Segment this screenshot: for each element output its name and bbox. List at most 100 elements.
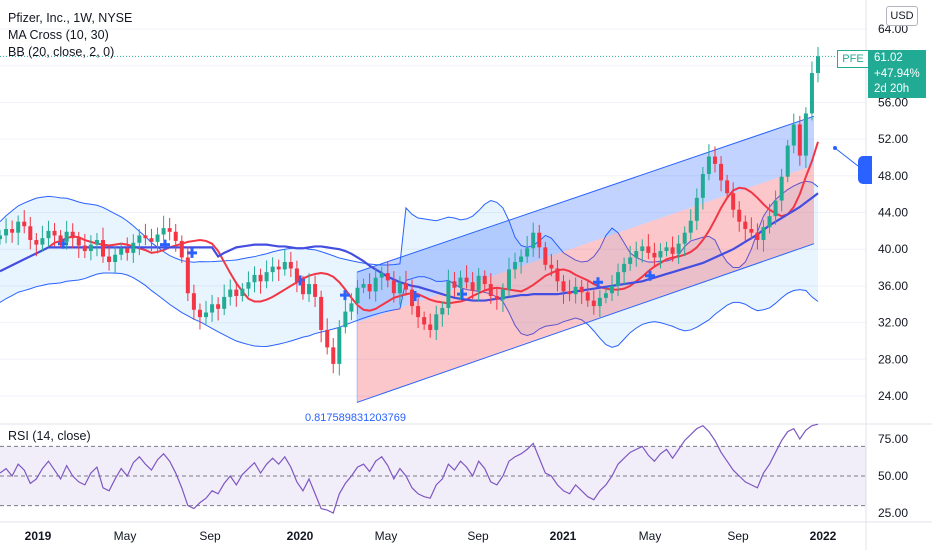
- candle-body: [591, 300, 596, 307]
- time-tick-label: Sep: [727, 529, 749, 543]
- scale-drag-handle[interactable]: [858, 156, 872, 184]
- candle-body: [10, 229, 15, 233]
- candle-body: [403, 283, 408, 290]
- candle-body: [597, 297, 602, 307]
- candle-body: [307, 284, 312, 295]
- candle-body: [191, 293, 196, 310]
- candle-body: [688, 220, 693, 233]
- ma-slow-line: [0, 192, 819, 302]
- candle-body: [397, 283, 402, 294]
- candle-body: [34, 240, 39, 245]
- candle-body: [179, 240, 184, 258]
- candle-body: [422, 317, 427, 325]
- time-tick-label: Sep: [467, 529, 489, 543]
- candle-body: [161, 228, 166, 235]
- bar-countdown: 2d 20h: [874, 83, 910, 95]
- candle-body: [561, 281, 566, 292]
- ma-cross-marker: [160, 239, 170, 250]
- candle-body: [70, 231, 75, 239]
- ma-cross-marker: [457, 289, 467, 300]
- candle-body: [173, 231, 178, 241]
- candle-body: [355, 287, 360, 304]
- bb-upper-line: [0, 180, 819, 269]
- candle-body: [506, 269, 511, 290]
- candle-body: [143, 235, 148, 239]
- candle-body: [628, 257, 633, 264]
- last-price-box: 61.02 +47.94% 2d 20h: [868, 50, 926, 98]
- candle-body: [410, 289, 415, 307]
- ma-cross-marker: [645, 270, 655, 281]
- candle-body: [149, 238, 154, 242]
- candle-body: [658, 251, 663, 258]
- candle-body: [434, 314, 439, 330]
- legend-title: Pfizer, Inc., 1W, NYSE: [8, 11, 133, 25]
- candle-body: [379, 273, 384, 278]
- candle-body: [785, 145, 790, 177]
- time-tick-label: May: [114, 529, 137, 543]
- candle-body: [288, 262, 293, 269]
- currency-button[interactable]: USD: [886, 6, 918, 26]
- candle-body: [791, 124, 796, 146]
- candle-body: [167, 228, 172, 232]
- time-tick-label: Sep: [199, 529, 221, 543]
- candle-body: [731, 193, 736, 210]
- candle-body: [470, 282, 475, 291]
- candle-body: [373, 277, 378, 292]
- candle-body: [313, 284, 318, 297]
- candle-body: [228, 289, 233, 297]
- candle-body: [319, 296, 324, 330]
- ma-cross-marker: [340, 290, 350, 301]
- candle-body: [76, 238, 81, 246]
- candle-body: [719, 163, 724, 181]
- candle-body: [252, 274, 257, 283]
- candle-body: [367, 284, 372, 292]
- candle-body: [797, 124, 802, 156]
- time-tick-label: 2022: [810, 529, 837, 543]
- candle-body: [282, 262, 287, 270]
- candle-body: [567, 291, 572, 295]
- bollinger-bands: [0, 180, 819, 348]
- candle-body: [337, 327, 342, 364]
- ma-cross-marker: [187, 247, 197, 258]
- legend-ma-cross: MA Cross (10, 30): [8, 28, 109, 42]
- candle-body: [779, 176, 784, 201]
- candle-body: [331, 347, 336, 364]
- candle-body: [416, 306, 421, 318]
- candle-body: [155, 234, 160, 242]
- candle-body: [28, 226, 33, 241]
- candle-body: [773, 200, 778, 217]
- candle-body: [204, 312, 209, 318]
- parallel-channel: 0.817589831203769: [305, 115, 815, 424]
- candle-body: [676, 243, 681, 254]
- channel-upper-line: [356, 115, 815, 273]
- candle-body: [58, 235, 63, 242]
- candle-body: [428, 324, 433, 330]
- candle-body: [670, 247, 675, 254]
- candle-body: [119, 248, 124, 255]
- candle-body: [385, 273, 390, 281]
- candle-body: [258, 274, 263, 282]
- candle-body: [137, 235, 142, 243]
- candle-body: [22, 221, 27, 227]
- time-tick-label: 2019: [25, 529, 52, 543]
- fib-label: 0.817589831203769: [305, 412, 406, 424]
- candle-body: [519, 256, 524, 263]
- price-change: +47.94%: [874, 67, 920, 80]
- candle-body: [246, 282, 251, 289]
- candle-body: [579, 286, 584, 293]
- channel-lower-fill: [357, 165, 814, 403]
- candle-body: [803, 113, 808, 156]
- candle-body: [682, 232, 687, 244]
- candle-body: [391, 280, 396, 294]
- candle-body: [513, 262, 518, 270]
- candle-body: [294, 268, 299, 282]
- candle-body: [458, 277, 463, 288]
- candle-body: [113, 254, 118, 263]
- candle-body: [4, 229, 9, 236]
- candle-body: [270, 266, 275, 273]
- candle-body: [222, 296, 227, 309]
- candle-body: [767, 216, 772, 228]
- time-tick-label: May: [375, 529, 398, 543]
